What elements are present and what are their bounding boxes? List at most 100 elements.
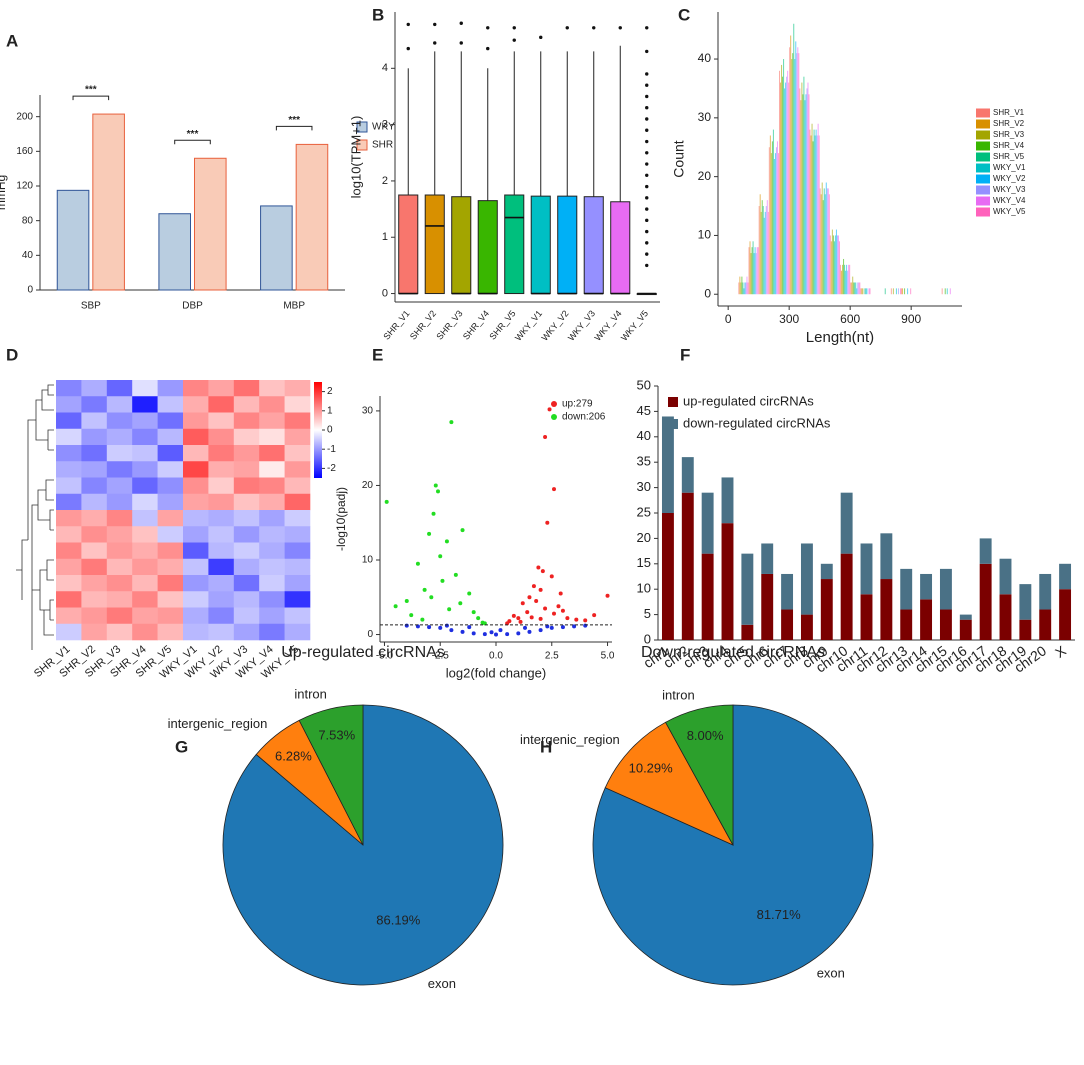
y-axis-label: mmHg: [0, 175, 8, 210]
bar-segment: [820, 563, 833, 580]
outlier: [645, 184, 649, 189]
significance-label: ***: [85, 85, 97, 96]
bar: [295, 143, 329, 291]
significance-bracket: [174, 139, 211, 145]
x-axis-label: Length(nt): [806, 329, 874, 346]
histogram-bar: [749, 241, 751, 295]
heatmap-cell: [132, 510, 158, 527]
heatmap-cell: [208, 607, 235, 625]
histogram-bar: [850, 282, 852, 295]
point: [516, 616, 521, 621]
heatmap-cell: [106, 445, 133, 462]
y-tick-label: 2: [382, 175, 388, 187]
histogram-bar: [855, 282, 857, 295]
x-tick-label: DBP: [182, 301, 203, 312]
heatmap-cell: [183, 445, 209, 462]
heatmap-cell: [208, 493, 235, 511]
histogram-bar: [797, 47, 799, 295]
legend-swatch: [356, 139, 368, 151]
dendrogram: [16, 384, 54, 650]
heatmap-cell: [81, 542, 108, 560]
histogram-bar: [789, 47, 791, 295]
point: [447, 607, 452, 612]
histogram-bar: [823, 188, 825, 295]
histogram-bar: [762, 206, 764, 295]
heatmap-cell: [56, 510, 82, 527]
histogram-bar: [844, 264, 846, 295]
legend-label: SHR_V4: [993, 141, 1025, 150]
heatmap-cell: [157, 558, 184, 576]
heatmap-cell: [208, 575, 235, 592]
y-tick-label: 40: [22, 250, 34, 261]
heatmap-cell: [106, 623, 133, 641]
point: [449, 628, 454, 633]
heatmap-cell: [157, 396, 184, 413]
legend-swatch: [668, 419, 678, 429]
histogram-bar: [847, 270, 849, 295]
legend-swatch: [976, 207, 990, 217]
slice-label: intergenic_region: [520, 732, 620, 747]
heatmap-cell: [208, 591, 235, 608]
heatmap-cell: [106, 477, 133, 495]
histogram-bar: [941, 288, 943, 295]
slice-label: intron: [294, 687, 327, 702]
heatmap-cell: [81, 396, 108, 413]
point: [520, 601, 525, 606]
heatmap-cell: [56, 396, 82, 413]
y-tick-label: 0: [644, 631, 651, 646]
histogram-bar: [810, 135, 812, 295]
outlier: [486, 46, 490, 51]
point: [538, 616, 543, 621]
outlier: [618, 26, 622, 30]
histogram-bar: [803, 76, 805, 295]
point: [583, 623, 588, 628]
colorbar-label: 1: [327, 405, 333, 416]
histogram-bar: [946, 288, 948, 295]
histogram-bar: [837, 235, 839, 295]
histogram-bar: [805, 94, 807, 295]
histogram-bar: [816, 135, 818, 295]
heatmap-cell: [56, 445, 82, 462]
outlier: [645, 173, 649, 178]
heatmap-cell: [233, 445, 260, 462]
histogram-bar: [742, 282, 744, 295]
heatmap-cell: [259, 623, 285, 641]
heatmap-cell: [233, 510, 260, 527]
bar-segment: [800, 614, 813, 640]
heatmap-cell: [56, 477, 82, 495]
heatmap-cell: [56, 575, 82, 592]
point: [494, 632, 498, 637]
heatmap-cell: [157, 623, 184, 641]
point: [605, 593, 610, 598]
pie-title: Up-regulated circRNAs: [281, 644, 445, 661]
histogram-bar: [792, 53, 794, 295]
histogram-bar: [760, 211, 762, 295]
y-axis-label: log10(TPM+1): [348, 116, 363, 199]
point: [498, 628, 503, 633]
y-tick-label: 20: [637, 530, 651, 545]
outlier: [645, 207, 649, 211]
x-tick-label: WKY_V5: [619, 308, 650, 342]
outlier: [645, 72, 649, 76]
point: [549, 625, 554, 630]
heatmap-cell: [106, 542, 133, 560]
heatmap-cell: [208, 623, 235, 641]
point: [427, 625, 432, 630]
heatmap-cell: [106, 493, 133, 511]
point: [558, 591, 563, 596]
x-tick-label: WKY_V2: [539, 308, 570, 342]
point: [449, 420, 454, 425]
pie-title: Down-regulated circRNAs: [641, 644, 825, 661]
heatmap-cell: [132, 380, 158, 397]
histogram-bar: [793, 23, 795, 295]
point: [592, 613, 597, 618]
outlier: [406, 22, 410, 27]
panel-label: D: [6, 345, 18, 364]
point: [527, 595, 532, 600]
heatmap-cell: [81, 461, 108, 478]
outlier: [645, 229, 649, 234]
x-tick-label: 2.5: [545, 651, 559, 662]
point: [476, 616, 481, 621]
box: [557, 195, 578, 295]
